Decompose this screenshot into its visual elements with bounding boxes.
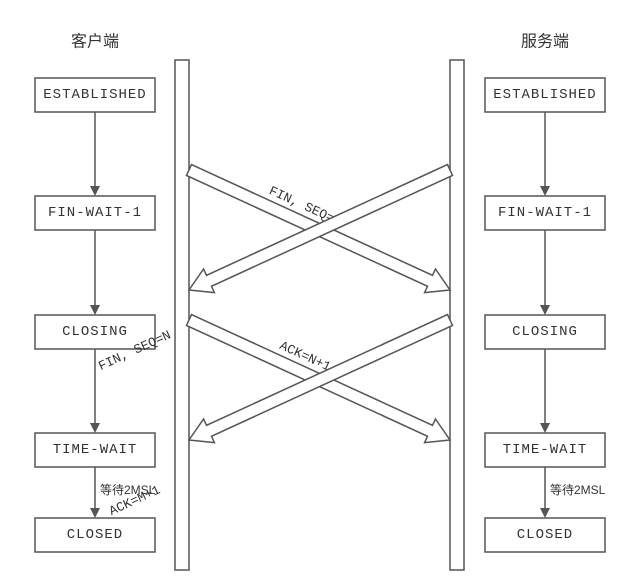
client-state-closed: CLOSED (67, 527, 123, 543)
client-state-established: ESTABLISHED (43, 87, 146, 103)
server-state-closing: CLOSING (512, 324, 578, 340)
server-state-closed: CLOSED (517, 527, 573, 543)
server-wait-label: 等待2MSL (550, 483, 606, 497)
server-column: ESTABLISHED FIN-WAIT-1 CLOSING TIME-WAIT… (485, 78, 606, 552)
server-lifeline (450, 60, 464, 570)
server-state-established: ESTABLISHED (493, 87, 596, 103)
client-state-closing: CLOSING (62, 324, 128, 340)
client-state-finwait1: FIN-WAIT-1 (48, 205, 142, 221)
server-state-timewait: TIME-WAIT (503, 442, 588, 458)
client-header: 客户端 (71, 33, 119, 51)
client-column: ESTABLISHED FIN-WAIT-1 CLOSING TIME-WAIT… (35, 78, 156, 552)
server-header: 服务端 (521, 33, 569, 51)
client-lifeline (175, 60, 189, 570)
client-state-timewait: TIME-WAIT (53, 442, 138, 458)
server-state-finwait1: FIN-WAIT-1 (498, 205, 592, 221)
